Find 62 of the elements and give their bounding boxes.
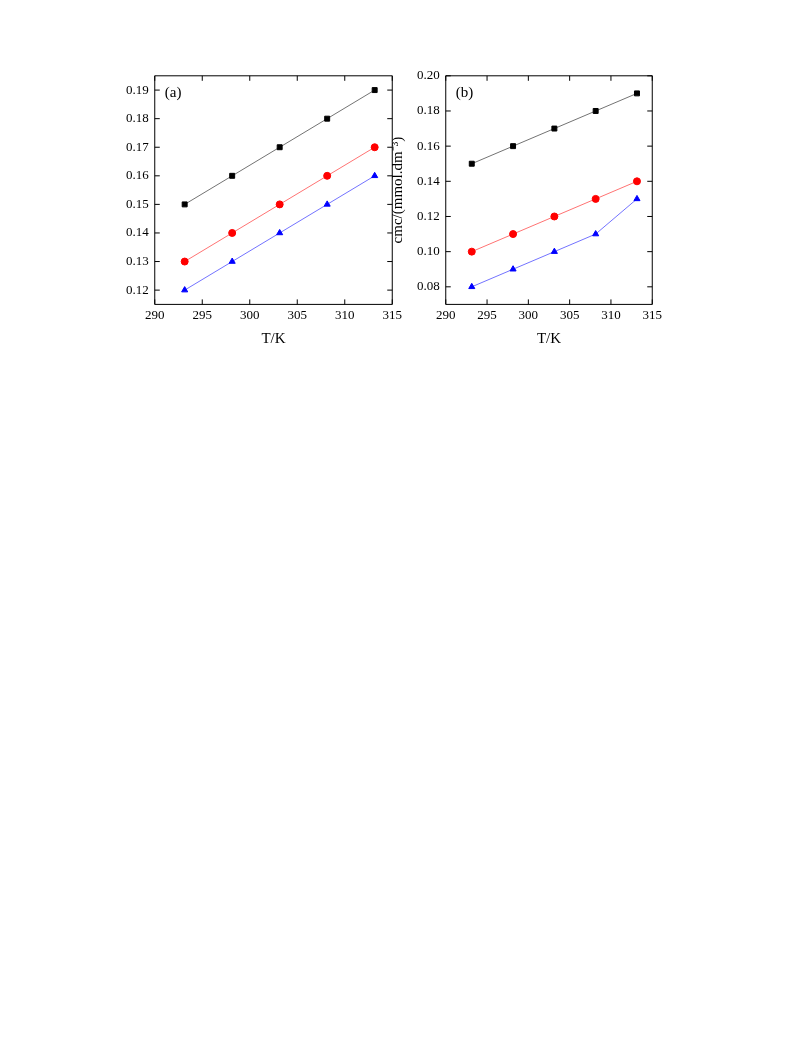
x-axis-title: T/K bbox=[261, 329, 286, 346]
y-axis-title: cmc/(mmol.dm⁻³) bbox=[388, 136, 406, 244]
point bbox=[276, 144, 283, 151]
point bbox=[550, 212, 559, 221]
point bbox=[509, 265, 517, 272]
point bbox=[228, 257, 236, 264]
point bbox=[468, 160, 475, 167]
y-tick-label: 0.12 bbox=[126, 281, 149, 297]
y-tick-label: 0.14 bbox=[126, 224, 150, 240]
point bbox=[370, 143, 379, 152]
x-tick-label: 290 bbox=[436, 306, 456, 322]
point bbox=[592, 230, 600, 237]
y-tick-label: 0.14 bbox=[417, 172, 441, 188]
point bbox=[180, 257, 189, 266]
point bbox=[323, 200, 331, 207]
point bbox=[276, 228, 284, 236]
x-tick-label: 315 bbox=[642, 306, 662, 322]
y-tick-label: 0.20 bbox=[417, 67, 440, 83]
y-tick-label: 0.13 bbox=[126, 252, 149, 268]
point bbox=[633, 194, 641, 202]
y-tick-label: 0.18 bbox=[126, 110, 149, 126]
point bbox=[371, 87, 378, 94]
x-tick-label: 315 bbox=[382, 306, 402, 322]
x-tick-label: 295 bbox=[477, 306, 497, 322]
x-tick-label: 310 bbox=[335, 306, 355, 322]
annotation: (b) bbox=[455, 84, 474, 102]
y-tick-label: 0.15 bbox=[126, 195, 149, 211]
point bbox=[592, 107, 599, 114]
point bbox=[509, 230, 518, 239]
point bbox=[275, 200, 284, 209]
y-tick-label: 0.16 bbox=[417, 137, 441, 153]
x-tick-label: 290 bbox=[145, 306, 165, 322]
point bbox=[632, 177, 641, 186]
y-tick-label: 0.18 bbox=[417, 102, 440, 118]
point bbox=[467, 247, 476, 256]
point bbox=[228, 228, 237, 237]
y-tick-label: 0.16 bbox=[126, 167, 150, 183]
y-tick-label: 0.19 bbox=[126, 81, 149, 97]
point bbox=[323, 171, 332, 180]
x-tick-label: 305 bbox=[559, 306, 580, 322]
x-tick-label: 300 bbox=[240, 306, 260, 322]
point bbox=[551, 125, 558, 132]
point bbox=[181, 201, 188, 208]
point bbox=[371, 171, 379, 179]
y-tick-label: 0.10 bbox=[417, 243, 440, 259]
point bbox=[229, 172, 236, 179]
y-tick-label: 0.08 bbox=[417, 278, 440, 294]
x-axis-title: T/K bbox=[536, 329, 562, 346]
point bbox=[181, 286, 189, 293]
point bbox=[510, 143, 517, 150]
point bbox=[591, 194, 600, 203]
point bbox=[633, 90, 640, 97]
annotation: (a) bbox=[164, 84, 182, 102]
x-tick-label: 305 bbox=[287, 306, 307, 322]
x-tick-label: 310 bbox=[601, 306, 621, 322]
y-tick-label: 0.12 bbox=[417, 207, 440, 223]
point bbox=[468, 282, 476, 290]
x-tick-label: 295 bbox=[192, 306, 212, 322]
y-tick-label: 0.17 bbox=[126, 138, 150, 154]
x-tick-label: 300 bbox=[518, 306, 539, 322]
point bbox=[324, 115, 331, 122]
point bbox=[550, 247, 558, 254]
